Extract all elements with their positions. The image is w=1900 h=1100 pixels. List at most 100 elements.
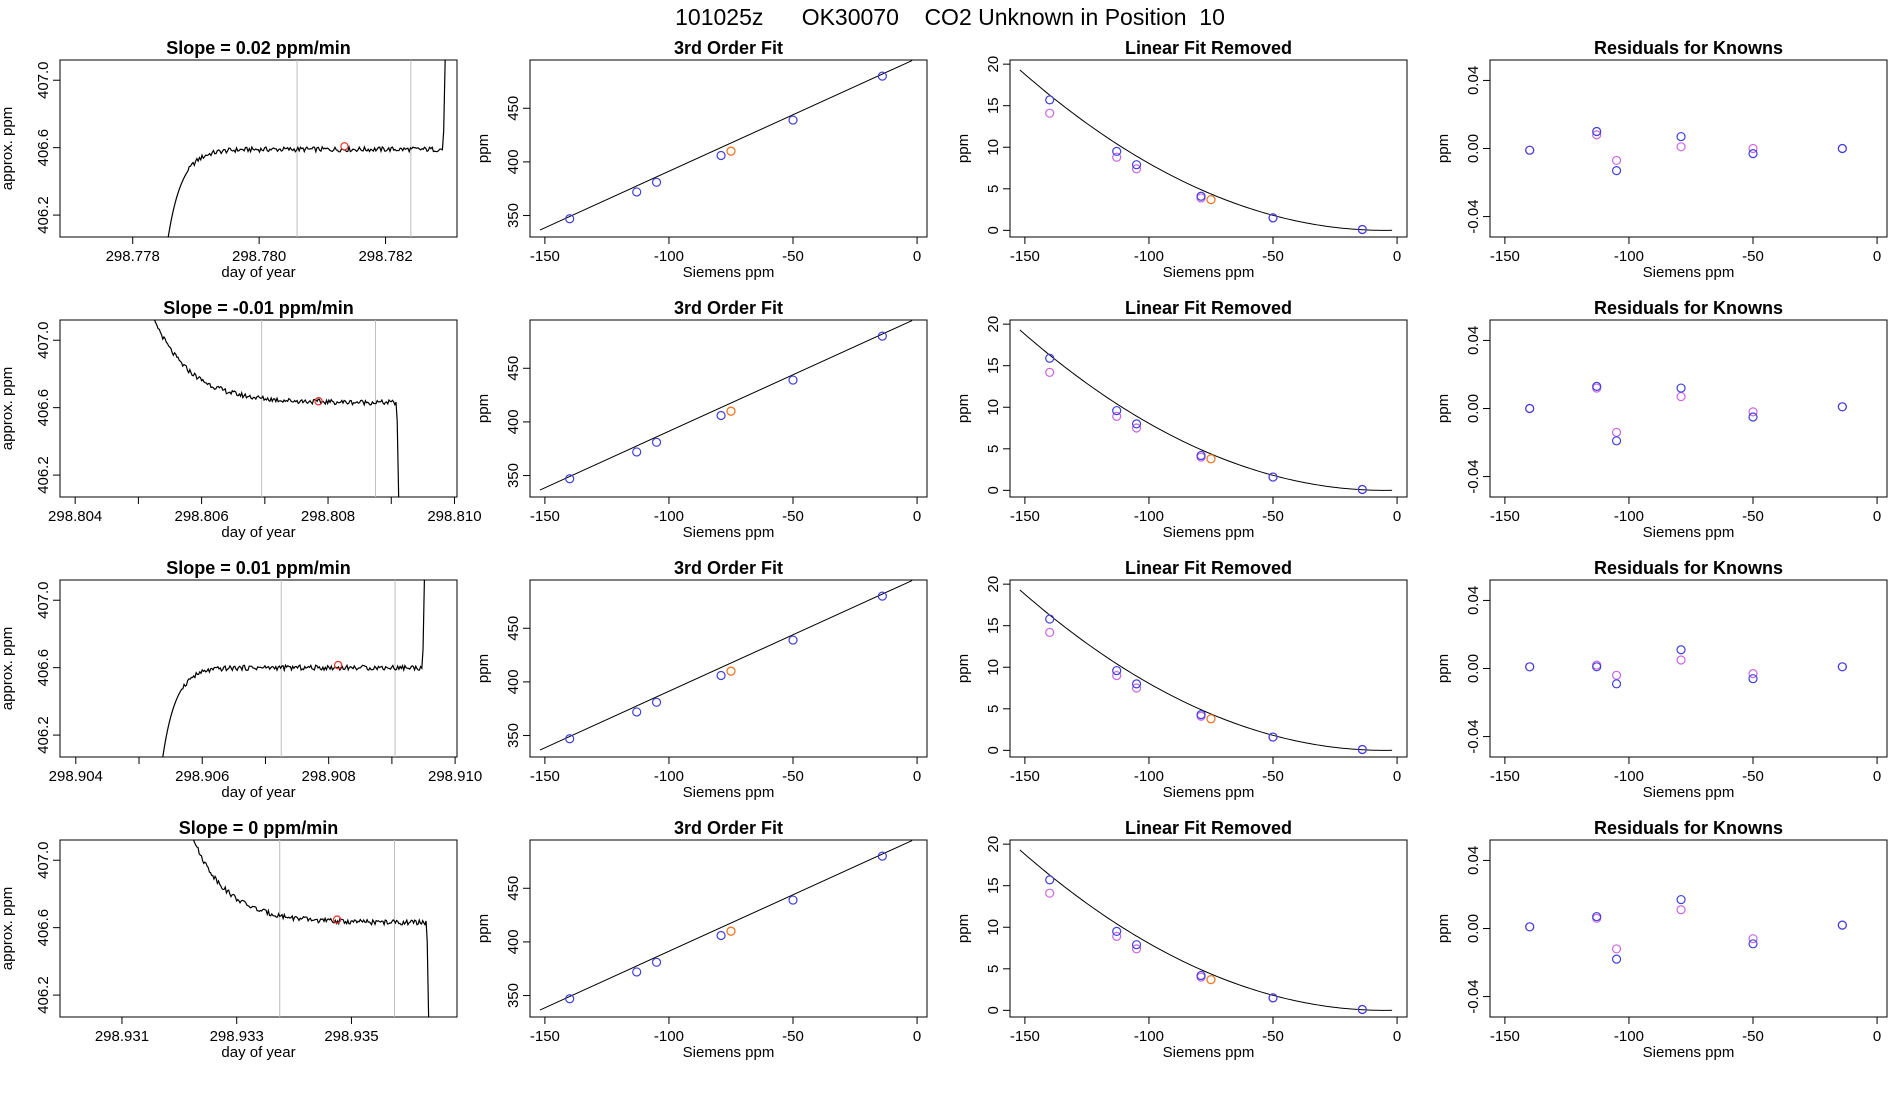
standard-point — [1196, 970, 1206, 981]
standard-point — [1525, 662, 1535, 672]
standard-point-alt — [1131, 423, 1142, 433]
standard-point — [1357, 484, 1367, 495]
plot-frame — [1489, 319, 1888, 498]
standard-point-alt — [1611, 427, 1622, 437]
plot-frame — [59, 319, 458, 498]
x-axis-label: Siemens ppm — [683, 524, 775, 541]
standard-point — [651, 957, 662, 967]
panel-title: Slope = 0 ppm/min — [179, 818, 339, 838]
unknown-sample-point — [726, 406, 736, 416]
y-tick-label: 406.2 — [35, 976, 52, 1014]
panel-r1-c4: Residuals for Knowns -150 -100 -50 0 -0.04 0.0… — [1435, 38, 1888, 281]
panel-r4-c3: Linear Fit Removed -150 -100 -50 0 0 5 10 15 20 Si… — [955, 818, 1408, 1061]
y-tick-label: 350 — [505, 463, 522, 488]
x-tick-label: -100 — [1614, 768, 1644, 785]
panel-r3-c1: Slope = 0.01 ppm/min 298.904 298.906 298.90… — [0, 558, 482, 801]
standard-point — [1131, 679, 1142, 689]
standard-point — [565, 474, 575, 484]
y-tick-label: 350 — [505, 723, 522, 748]
y-tick-label: 15 — [985, 617, 1002, 634]
y-tick-label: 406.2 — [35, 196, 52, 234]
standard-point — [1045, 875, 1055, 885]
panel-r3-c2: 3rd Order Fit -150 -100 -50 0 350 400 450 Siemen… — [475, 558, 928, 801]
x-axis-label: Siemens ppm — [1643, 1044, 1735, 1061]
standard-point — [632, 967, 642, 977]
x-tick-label: -50 — [1742, 508, 1764, 525]
standard-point — [1112, 146, 1122, 157]
standard-point — [1131, 419, 1142, 429]
x-tick-label: -150 — [1010, 768, 1040, 785]
standard-point-alt — [1592, 130, 1602, 140]
y-tick-label: 0.00 — [1465, 134, 1482, 163]
y-axis-label: ppm — [1435, 394, 1452, 423]
y-axis-label: ppm — [955, 394, 972, 423]
x-tick-label: 0 — [1393, 248, 1401, 265]
y-tick-label: 406.6 — [35, 909, 52, 947]
y-axis-label: approx. ppm — [0, 367, 16, 450]
x-tick-label: -50 — [782, 248, 804, 265]
mean-value-point — [332, 915, 342, 924]
plot-frame — [1009, 839, 1408, 1018]
standard-point — [1837, 662, 1847, 672]
y-tick-label: 450 — [505, 876, 522, 901]
standard-point — [1196, 710, 1206, 720]
standard-point — [1748, 674, 1758, 684]
standard-point — [1196, 450, 1206, 461]
x-axis-label: Siemens ppm — [1163, 264, 1255, 281]
y-axis-label: ppm — [1435, 654, 1452, 683]
plot-area — [1019, 69, 1393, 235]
y-tick-label: 5 — [985, 705, 1002, 713]
x-tick-label: 298.778 — [106, 248, 160, 265]
x-tick-label: -50 — [1262, 1028, 1284, 1045]
fit-line — [539, 840, 913, 1011]
standard-point — [1676, 131, 1686, 142]
x-axis-label: Siemens ppm — [683, 1044, 775, 1061]
x-tick-label: 298.906 — [175, 768, 229, 785]
x-tick-label: -150 — [1010, 1028, 1040, 1045]
x-tick-label: 298.782 — [358, 248, 412, 265]
x-axis-label: day of year — [221, 1044, 295, 1061]
x-tick-label: -100 — [1134, 1028, 1164, 1045]
standard-point-alt — [1748, 143, 1758, 154]
standard-point — [651, 697, 662, 707]
standard-point — [1676, 383, 1686, 393]
unknown-sample-point — [726, 926, 736, 936]
x-tick-label: -100 — [654, 248, 684, 265]
y-axis-label: ppm — [955, 134, 972, 163]
y-tick-label: 406.2 — [35, 456, 52, 494]
standard-point — [1045, 353, 1055, 363]
fit-curve — [1019, 69, 1393, 231]
x-tick-label: -100 — [1134, 248, 1164, 265]
plot-area — [1019, 849, 1393, 1015]
standard-point — [1268, 732, 1278, 742]
fit-curve — [1019, 849, 1393, 1011]
mean-value-point — [314, 397, 323, 406]
x-tick-label: 0 — [913, 1028, 921, 1045]
y-axis-label: ppm — [475, 134, 492, 163]
panel-r3-c3: Linear Fit Removed -150 -100 -50 0 0 5 10 15 20 Si… — [955, 558, 1408, 801]
x-tick-label: 0 — [1873, 248, 1881, 265]
standard-point-alt — [1045, 627, 1055, 637]
standard-point — [1112, 665, 1122, 676]
standard-point — [1837, 143, 1847, 154]
x-tick-label: -100 — [1614, 248, 1644, 265]
y-tick-label: 10 — [985, 659, 1002, 676]
standard-point — [1268, 213, 1278, 223]
panel-r2-c4: Residuals for Knowns -150 -100 -50 0 -0.04 0.0… — [1435, 298, 1888, 541]
standard-point — [1592, 126, 1602, 137]
x-tick-label: -150 — [1490, 1028, 1520, 1045]
plot-frame — [1489, 579, 1888, 758]
x-tick-label: -100 — [654, 508, 684, 525]
standard-point-alt — [1611, 155, 1622, 166]
unknown-sample-point — [1206, 714, 1216, 724]
x-tick-label: 0 — [1873, 508, 1881, 525]
x-tick-label: 0 — [913, 248, 921, 265]
x-tick-label: 298.931 — [95, 1028, 149, 1045]
x-tick-label: -50 — [1262, 508, 1284, 525]
y-axis-label: ppm — [955, 914, 972, 943]
concentration-trace — [167, 60, 446, 237]
standard-point — [632, 187, 642, 197]
concentration-trace — [192, 840, 430, 1017]
y-tick-label: 0.00 — [1465, 914, 1482, 943]
